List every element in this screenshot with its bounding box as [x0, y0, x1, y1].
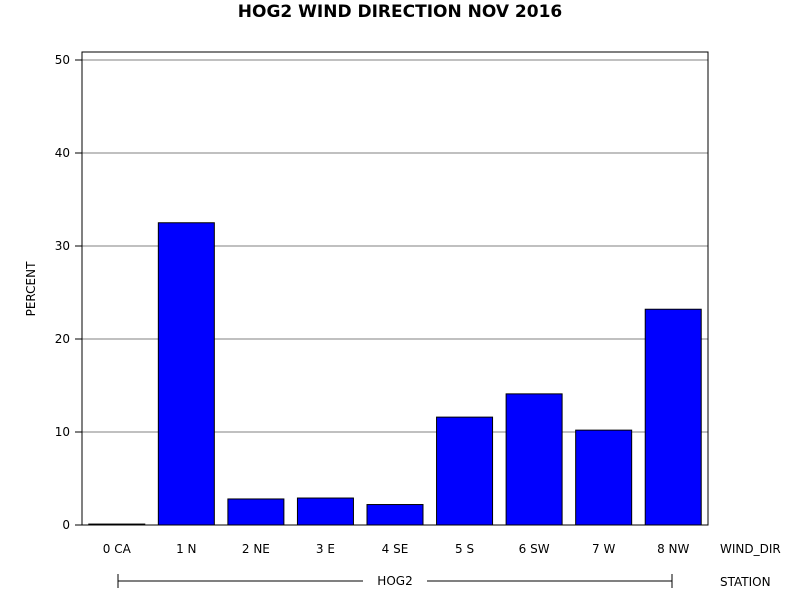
group-axis-label: STATION [720, 575, 771, 589]
bar-4-se [366, 504, 424, 526]
bar-3-e [296, 497, 354, 526]
x-tick-label: 2 NE [242, 542, 270, 556]
x-tick-label: 8 NW [657, 542, 689, 556]
x-tick-label: 6 SW [519, 542, 550, 556]
y-tick-label: 0 [62, 518, 70, 532]
y-tick-label: 30 [55, 239, 70, 253]
bars [88, 222, 702, 526]
bar-8-nw [644, 308, 702, 526]
plot-frame [81, 51, 709, 526]
x-tick-label: 5 S [455, 542, 474, 556]
y-axis-label: PERCENT [24, 261, 38, 316]
chart-title: HOG2 WIND DIRECTION NOV 2016 [238, 2, 562, 22]
y-tick-label: 50 [55, 53, 70, 67]
bar-7-w [575, 429, 633, 526]
x-tick-label: 7 W [592, 542, 615, 556]
x-tick-label: 4 SE [382, 542, 409, 556]
group-label: HOG2 [377, 574, 412, 588]
bar-5-s [436, 416, 494, 526]
x-axis-ticks: 0 CA 1 N 2 NE 3 E 4 SE 5 S 6 SW 7 W 8 NW [103, 542, 690, 556]
bar-6-sw [505, 393, 563, 526]
x-tick-label: 0 CA [103, 542, 132, 556]
bar-1-n [157, 222, 215, 526]
x-axis-label: WIND_DIR [720, 542, 781, 556]
x-tick-label: 1 N [176, 542, 196, 556]
bar-2-ne [227, 498, 285, 526]
y-tick-label: 20 [55, 332, 70, 346]
y-axis-ticks: 0 10 20 30 40 50 [55, 53, 82, 532]
x-tick-label: 3 E [316, 542, 335, 556]
y-tick-label: 40 [55, 146, 70, 160]
y-tick-label: 10 [55, 425, 70, 439]
